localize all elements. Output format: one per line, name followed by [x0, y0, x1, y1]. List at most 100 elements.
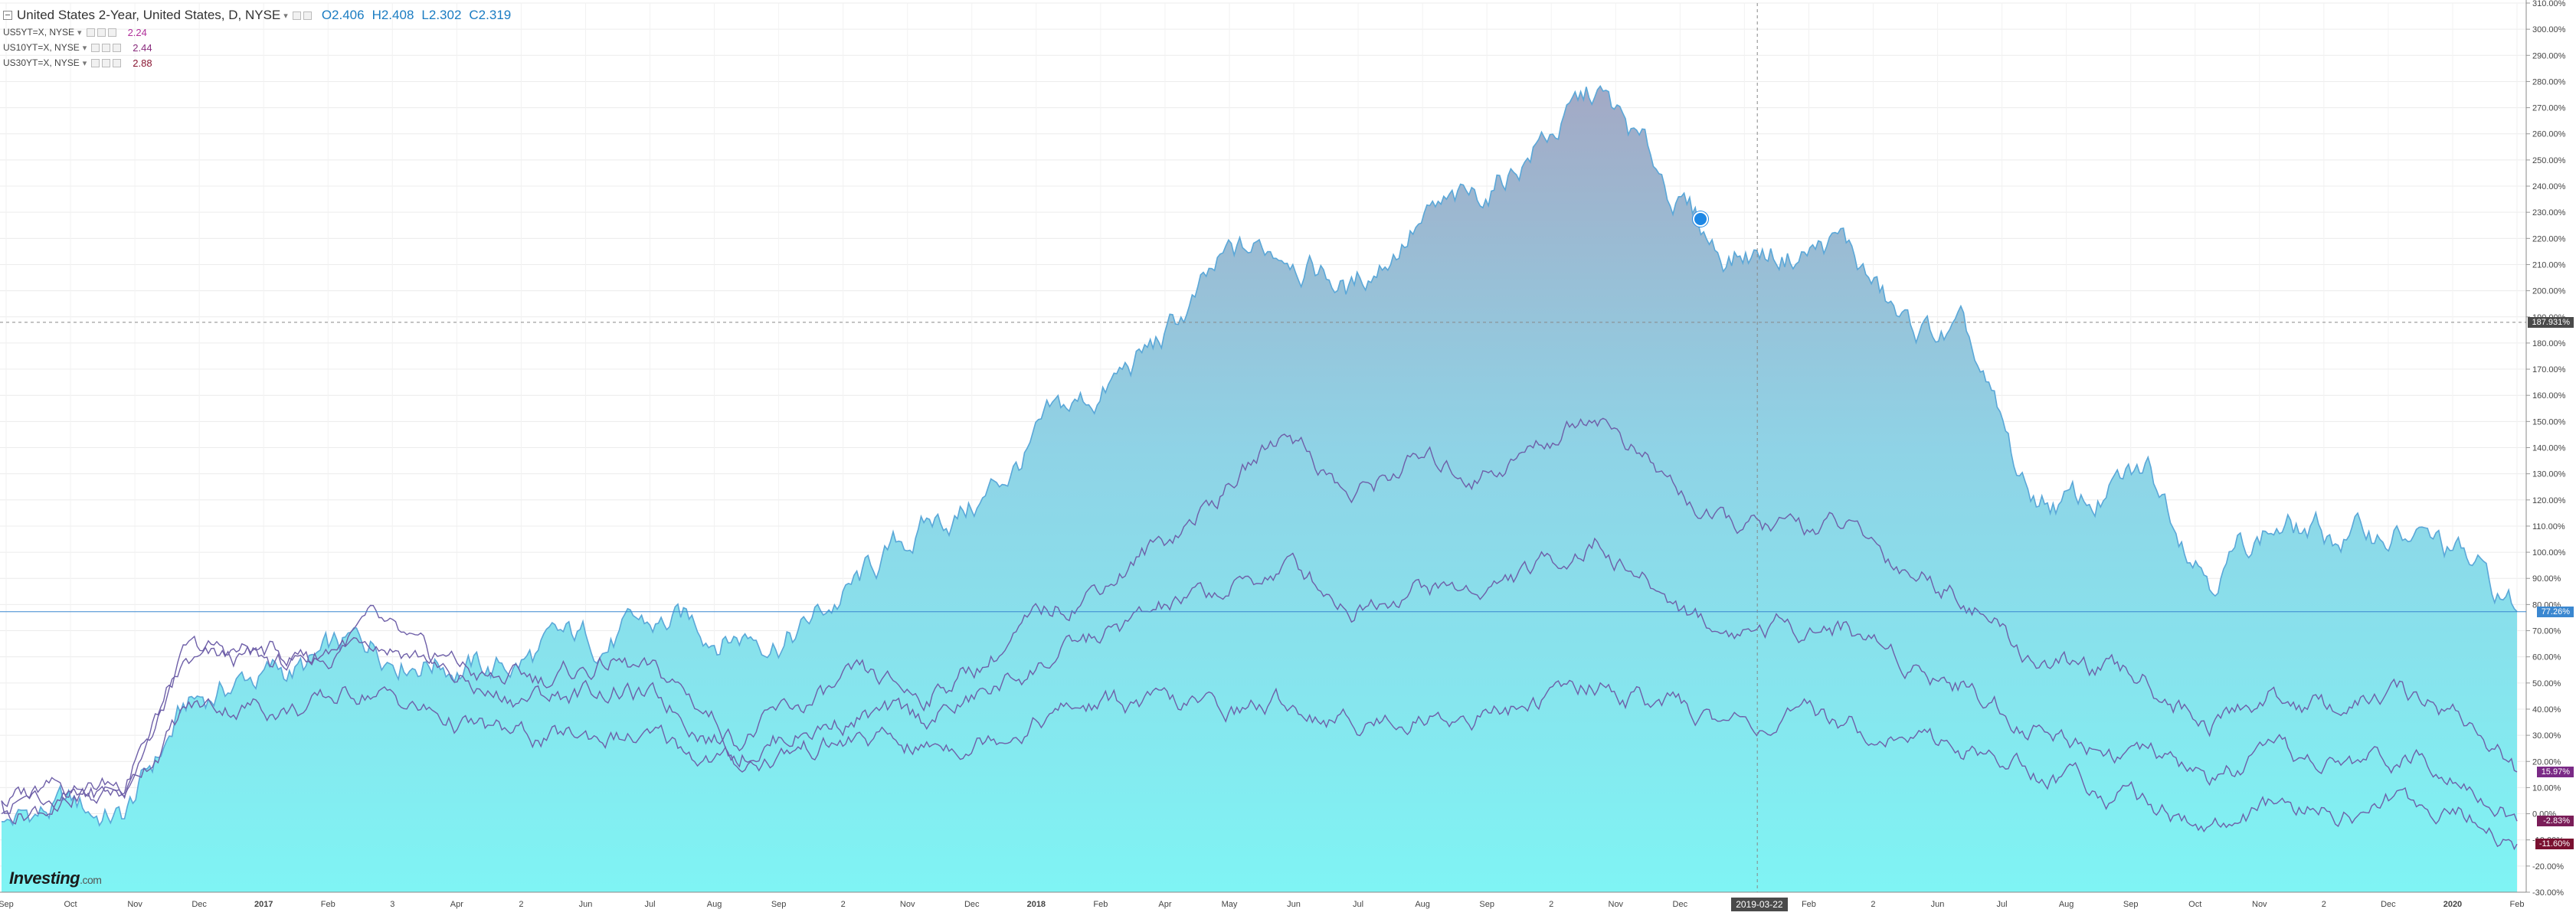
eye-icon[interactable] [292, 11, 301, 20]
x-tick-label: 2 [1871, 900, 1875, 909]
x-tick-label: Aug [1415, 900, 1430, 909]
y-tick-label: 250.00% [2532, 156, 2566, 165]
y-tick-label: 260.00% [2532, 130, 2566, 139]
high-value: H2.408 [372, 8, 414, 22]
x-tick-label: Nov [900, 900, 915, 909]
x-tick-label: Nov [1609, 900, 1624, 909]
series-line-us30yt [1, 679, 2518, 851]
price-scale-label: 77.26% [2537, 606, 2574, 617]
y-tick-label: 300.00% [2532, 25, 2566, 34]
x-tick-label: 2 [1549, 900, 1553, 909]
series-line-us10yt [1, 537, 2518, 822]
y-tick-label: 290.00% [2532, 51, 2566, 61]
overlay-value: 2.88 [133, 57, 152, 69]
price-scale-label: 187.931% [2528, 316, 2574, 328]
area-series-layer [2, 86, 2517, 892]
x-tick-label: Sep [0, 900, 14, 909]
y-tick-label: 200.00% [2532, 287, 2566, 296]
collapse-legend-icon[interactable] [3, 11, 12, 20]
legend-overlay-row[interactable]: US10YT=X, NYSE ▾ 2.44 [3, 40, 519, 55]
overlay-name[interactable]: US30YT=X, NYSE [3, 57, 80, 68]
x-tick-label: Sep [2123, 900, 2139, 909]
chart-legend: United States 2-Year, United States, D, … [3, 6, 519, 70]
price-scale-label: 15.97% [2537, 767, 2574, 778]
logo-brand: Investing [9, 868, 80, 888]
open-value: O2.406 [321, 8, 365, 22]
overlay-name[interactable]: US5YT=X, NYSE [3, 27, 75, 38]
x-tick-label: Nov [2252, 900, 2267, 909]
y-tick-label: 180.00% [2532, 339, 2566, 348]
x-tick-label: Jul [644, 900, 655, 909]
x-tick-label: 2 [519, 900, 523, 909]
y-tick-label: 280.00% [2532, 77, 2566, 87]
x-tick-label: Feb [1802, 900, 1816, 909]
series-line-2y [1, 84, 2518, 827]
x-tick-label: Nov [127, 900, 142, 909]
chevron-down-icon[interactable]: ▾ [82, 58, 87, 68]
close-icon[interactable] [113, 43, 122, 52]
x-tick-label: Sep [1479, 900, 1494, 909]
y-tick-label: 110.00% [2532, 522, 2565, 531]
overlay-name[interactable]: US10YT=X, NYSE [3, 42, 80, 53]
x-tick-label: Jun [1931, 900, 1945, 909]
legend-overlay-row[interactable]: US5YT=X, NYSE ▾ 2.24 [3, 25, 519, 40]
legend-main-row[interactable]: United States 2-Year, United States, D, … [3, 6, 519, 25]
x-tick-label: Oct [2188, 900, 2201, 909]
y-tick-label: 90.00% [2532, 574, 2561, 584]
y-tick-label: 210.00% [2532, 260, 2566, 270]
x-tick-label: Oct [64, 900, 77, 909]
event-flag-icon[interactable] [1693, 211, 1709, 227]
x-tick-label: Dec [1673, 900, 1688, 909]
x-tick-label: Feb [321, 900, 336, 909]
x-tick-label: Aug [707, 900, 722, 909]
y-tick-label: 70.00% [2532, 627, 2561, 636]
series-line-us5yt [1, 417, 2518, 814]
close-icon[interactable] [107, 28, 116, 37]
y-tick-label: 120.00% [2532, 496, 2566, 505]
close-icon[interactable] [113, 58, 122, 67]
x-tick-label: 2 [2322, 900, 2326, 909]
settings-icon[interactable] [303, 11, 312, 20]
x-tick-label: 2017 [254, 900, 273, 909]
y-tick-label: 150.00% [2532, 417, 2566, 427]
x-tick-label: Jun [1287, 900, 1301, 909]
y-tick-label: 230.00% [2532, 208, 2566, 217]
y-tick-label: 30.00% [2532, 731, 2561, 741]
y-tick-label: 100.00% [2532, 548, 2566, 558]
y-tick-label: 50.00% [2532, 679, 2561, 688]
y-tick-label: 40.00% [2532, 705, 2561, 715]
y-tick-label: 170.00% [2532, 365, 2566, 374]
settings-icon[interactable] [97, 28, 106, 37]
x-tick-label: Feb [1093, 900, 1108, 909]
x-tick-label: Dec [191, 900, 207, 909]
eye-icon[interactable] [91, 43, 100, 52]
y-tick-label: -30.00% [2532, 888, 2564, 898]
price-scale-label: -11.60% [2535, 839, 2574, 850]
legend-overlay-row[interactable]: US30YT=X, NYSE ▾ 2.88 [3, 55, 519, 70]
x-tick-label: Jul [1353, 900, 1363, 909]
chevron-down-icon[interactable]: ▾ [283, 11, 288, 21]
logo-suffix: .com [80, 874, 102, 886]
eye-icon[interactable] [86, 28, 95, 37]
settings-icon[interactable] [102, 43, 111, 52]
chevron-down-icon[interactable]: ▾ [82, 43, 87, 53]
y-tick-label: 310.00% [2532, 0, 2566, 8]
x-tick-label: Sep [771, 900, 787, 909]
price-scale-label: -2.83% [2537, 816, 2574, 827]
legend-main-title[interactable]: United States 2-Year, United States, D, … [17, 8, 281, 22]
area-fill-2y [2, 86, 2517, 892]
eye-icon[interactable] [91, 58, 100, 67]
x-tick-label: May [1222, 900, 1238, 909]
chevron-down-icon[interactable]: ▾ [77, 28, 82, 38]
x-tick-label: Feb [2510, 900, 2525, 909]
close-value: C2.319 [469, 8, 512, 22]
settings-icon[interactable] [102, 58, 111, 67]
y-tick-label: -20.00% [2532, 862, 2564, 872]
x-tick-label: Apr [1158, 900, 1171, 909]
y-tick-label: 60.00% [2532, 653, 2561, 662]
x-tick-label: Jun [579, 900, 593, 909]
x-tick-label: 2018 [1027, 900, 1046, 909]
